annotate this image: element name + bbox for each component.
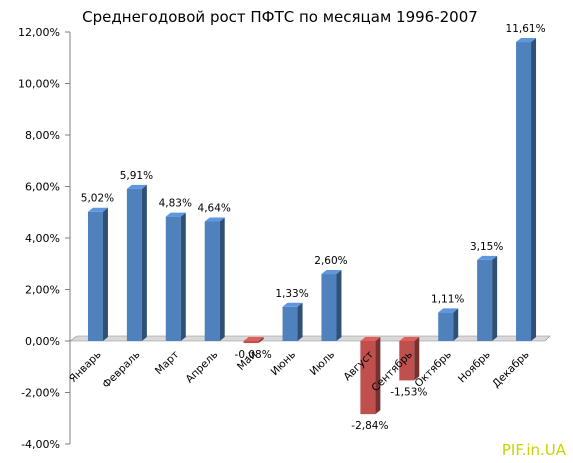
bar-front (321, 274, 337, 341)
axes: -4,00% -2,00% 0,00% 2,00% 4,00% 6,00% 8,00% 10,… (18, 26, 551, 451)
data-label: 2,60% (314, 255, 347, 267)
bar-top (126, 184, 147, 189)
x-tick-label: Июль (308, 349, 337, 378)
zero-plane (69, 335, 551, 342)
bar-side (102, 207, 108, 341)
data-label: 5,02% (81, 193, 114, 205)
x-tick-label: Февраль (100, 349, 142, 391)
bar-top (204, 217, 225, 222)
bar-side (297, 302, 303, 341)
data-label: 5,91% (120, 170, 153, 182)
x-tick-label: Январь (67, 349, 104, 386)
x-tick-label: Ноябрь (456, 349, 493, 386)
bar (243, 337, 264, 344)
y-tick-label: 6,00% (25, 181, 60, 194)
data-label: 1,33% (275, 288, 308, 300)
x-tick-label: Апрель (184, 349, 221, 386)
bar-front (87, 211, 103, 341)
bar-side (375, 337, 381, 415)
bar-front (477, 259, 493, 341)
y-tick-label: 10,00% (18, 78, 60, 91)
bar (87, 207, 108, 341)
bar-top (282, 302, 303, 307)
bar-front (360, 341, 376, 415)
bar-front (165, 216, 181, 341)
bar-side (453, 308, 459, 341)
bar (165, 212, 186, 341)
bar-top (399, 337, 420, 341)
bar-top (165, 212, 186, 217)
bar-top (438, 308, 459, 313)
data-label: 4,64% (198, 203, 231, 215)
bar-front (243, 341, 259, 344)
bar-top (87, 207, 108, 212)
bar-top (243, 337, 264, 341)
chart-title: Среднегодовой рост ПФТС по месяцам 1996-… (82, 8, 478, 26)
data-label: -2,84% (351, 420, 388, 432)
bar-front (399, 341, 415, 381)
y-tick-label: 2,00% (25, 284, 60, 297)
bar-side (258, 337, 264, 344)
data-label: 11,61% (506, 23, 546, 35)
bar (438, 308, 459, 341)
bar-side (180, 212, 186, 341)
bar (282, 302, 303, 341)
y-tick-label: 4,00% (25, 232, 60, 245)
bar-front (282, 306, 298, 341)
data-label: 1,11% (431, 293, 464, 305)
y-tick-label: 12,00% (18, 26, 60, 39)
bar-side (492, 255, 498, 341)
value-labels: 5,02% 5,91% 4,83% 4,64% -0,08% 1,33% 2,60% -2,8… (81, 23, 546, 432)
y-tick-label: -4,00% (21, 438, 60, 451)
bar-front (126, 188, 142, 341)
bar-side (414, 337, 420, 381)
bar (126, 184, 147, 341)
bar (204, 217, 225, 341)
bar-top (360, 337, 381, 341)
bar (516, 38, 537, 341)
bar-side (531, 38, 537, 341)
bar-side (219, 217, 225, 341)
bar-side (141, 184, 147, 341)
bar (321, 270, 342, 341)
y-tick-label: 8,00% (25, 129, 60, 142)
x-tick-label: Март (153, 349, 181, 377)
bar-front (438, 312, 454, 341)
y-tick-label: 0,00% (25, 335, 60, 348)
bar-top (321, 270, 342, 275)
data-label: -1,53% (390, 386, 427, 398)
bar-top (477, 255, 498, 260)
data-label: 4,83% (159, 198, 192, 210)
bar (360, 337, 381, 415)
bars (87, 38, 537, 415)
bar-side (336, 270, 342, 341)
bar (477, 255, 498, 341)
bar-top (516, 38, 537, 43)
data-label: 3,15% (470, 241, 503, 253)
x-tick-label: Декабрь (490, 349, 532, 391)
bar-front (204, 221, 220, 341)
bar (399, 337, 420, 381)
bar-front (516, 42, 532, 341)
y-tick-label: -2,00% (21, 387, 60, 400)
data-label: -0,08% (235, 349, 272, 361)
watermark: PIF.in.UA (502, 441, 567, 459)
x-tick-label: Июнь (269, 349, 299, 379)
